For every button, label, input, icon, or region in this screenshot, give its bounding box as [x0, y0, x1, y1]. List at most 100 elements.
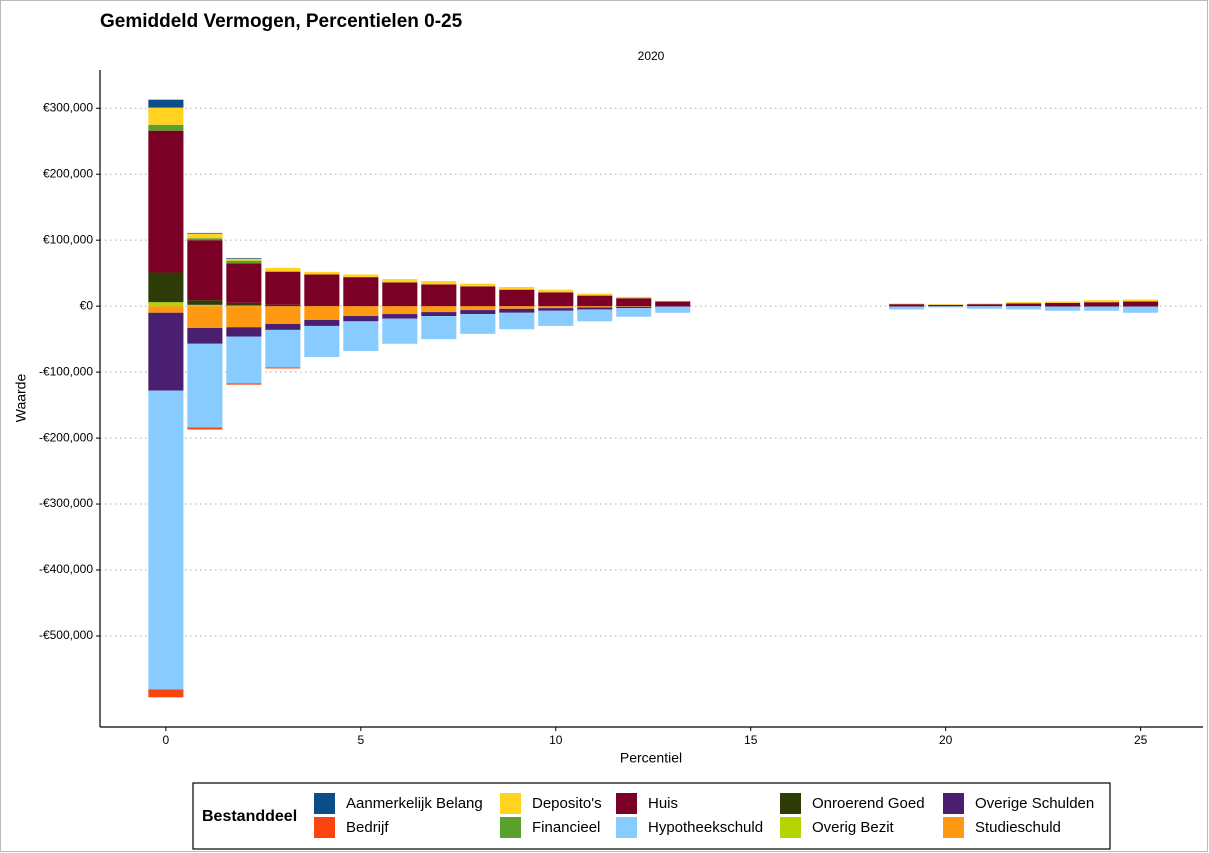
bar-segment: [889, 306, 925, 307]
legend-swatch: [500, 793, 521, 814]
bar-segment: [382, 314, 418, 319]
bar-segment: [187, 327, 223, 344]
legend-label: Financieel: [532, 819, 600, 836]
bar-segment: [187, 233, 223, 239]
legend-title: Bestanddeel: [202, 808, 297, 825]
bar-segment: [1084, 306, 1120, 311]
y-tick-label: €100,000: [43, 232, 93, 246]
bar-segment: [655, 306, 691, 307]
bar-segment: [421, 316, 457, 340]
bar-segment: [265, 304, 301, 307]
bar-segment: [265, 271, 301, 305]
y-tick-label: -€300,000: [39, 496, 93, 510]
legend-swatch: [616, 817, 637, 838]
bar-segment: [577, 309, 613, 322]
bar-segment: [382, 318, 418, 344]
legend-swatch: [314, 793, 335, 814]
bar-segment: [460, 306, 496, 311]
bar-segment: [421, 312, 457, 317]
bar-segment: [538, 292, 574, 307]
y-tick-label: €200,000: [43, 166, 93, 180]
bar-segment: [538, 310, 574, 326]
bar-segment: [187, 304, 223, 307]
legend-swatch: [943, 793, 964, 814]
legend-swatch: [943, 817, 964, 838]
bar-segment: [616, 298, 652, 307]
legend-label: Aanmerkelijk Belang: [346, 795, 483, 812]
bar-segment: [499, 312, 535, 330]
bar-segment: [226, 260, 262, 264]
bar-segment: [967, 306, 1003, 309]
bar-segment: [577, 293, 613, 296]
legend-swatch: [616, 793, 637, 814]
bar-segment: [304, 271, 340, 275]
bar-segment: [148, 312, 184, 391]
bar-segment: [187, 232, 223, 234]
bar-segment: [889, 303, 925, 305]
bar-segment: [343, 277, 379, 307]
facet-label: 2020: [638, 49, 665, 63]
bar-segment: [226, 336, 262, 384]
bar-segment: [1123, 299, 1159, 302]
bar-segment: [187, 300, 223, 305]
bar-segment: [889, 304, 925, 307]
bar-segment: [1045, 306, 1081, 311]
x-tick-label: 10: [549, 733, 563, 747]
bar-segment: [538, 308, 574, 311]
bar-segment: [616, 306, 652, 309]
bar-segment: [928, 306, 964, 308]
bar-segment: [148, 124, 184, 131]
bar-segment: [460, 283, 496, 287]
bar-segment: [265, 306, 301, 324]
bar-segment: [148, 306, 184, 313]
bar-segment: [148, 272, 184, 303]
bar-segment: [421, 284, 457, 307]
bar-segment: [1084, 302, 1120, 307]
bar-segment: [928, 304, 964, 305]
bar-segment: [577, 295, 613, 307]
bar-segment: [187, 427, 223, 430]
bar-segment: [538, 289, 574, 293]
bar-segment: [226, 302, 262, 306]
bar-segment: [304, 306, 340, 321]
bar-segment: [655, 300, 691, 302]
bar-segment: [928, 304, 964, 307]
bar-segment: [1045, 301, 1081, 303]
y-axis-title: Waarde: [13, 374, 29, 423]
bar-segment: [1045, 302, 1081, 307]
bar-segment: [304, 325, 340, 357]
x-axis-title: Percentiel: [620, 750, 682, 766]
y-tick-label: -€500,000: [39, 628, 93, 642]
bar-segment: [148, 99, 184, 108]
legend-label: Onroerend Goed: [812, 795, 925, 812]
bar-segment: [343, 306, 379, 317]
bar-segment: [148, 390, 184, 690]
bar-segment: [265, 267, 301, 272]
legend-label: Huis: [648, 795, 678, 812]
x-tick-label: 15: [744, 733, 758, 747]
chart-title: Gemiddeld Vermogen, Percentielen 0-25: [100, 11, 463, 32]
bar-segment: [226, 305, 262, 307]
bar-segment: [655, 301, 691, 307]
bar-segment: [187, 238, 223, 241]
y-tick-label: -€200,000: [39, 430, 93, 444]
bar-segment: [967, 304, 1003, 307]
y-tick-label: €0: [80, 298, 94, 312]
legend-label: Studieschuld: [975, 819, 1061, 836]
bar-segment: [265, 367, 301, 369]
bar-segment: [499, 306, 535, 309]
bar-segment: [304, 305, 340, 307]
bar-segment: [460, 314, 496, 334]
bar-segment: [304, 320, 340, 326]
bar-segment: [187, 343, 223, 428]
bar-segment: [226, 383, 262, 385]
bar-segment: [967, 303, 1003, 305]
bar-segment: [226, 327, 262, 337]
bar-segment: [1006, 302, 1042, 304]
legend-label: Bedrijf: [346, 819, 389, 836]
bar-segment: [1084, 300, 1120, 303]
bar-segment: [421, 306, 457, 313]
legend-swatch: [314, 817, 335, 838]
bar-segment: [577, 307, 613, 310]
